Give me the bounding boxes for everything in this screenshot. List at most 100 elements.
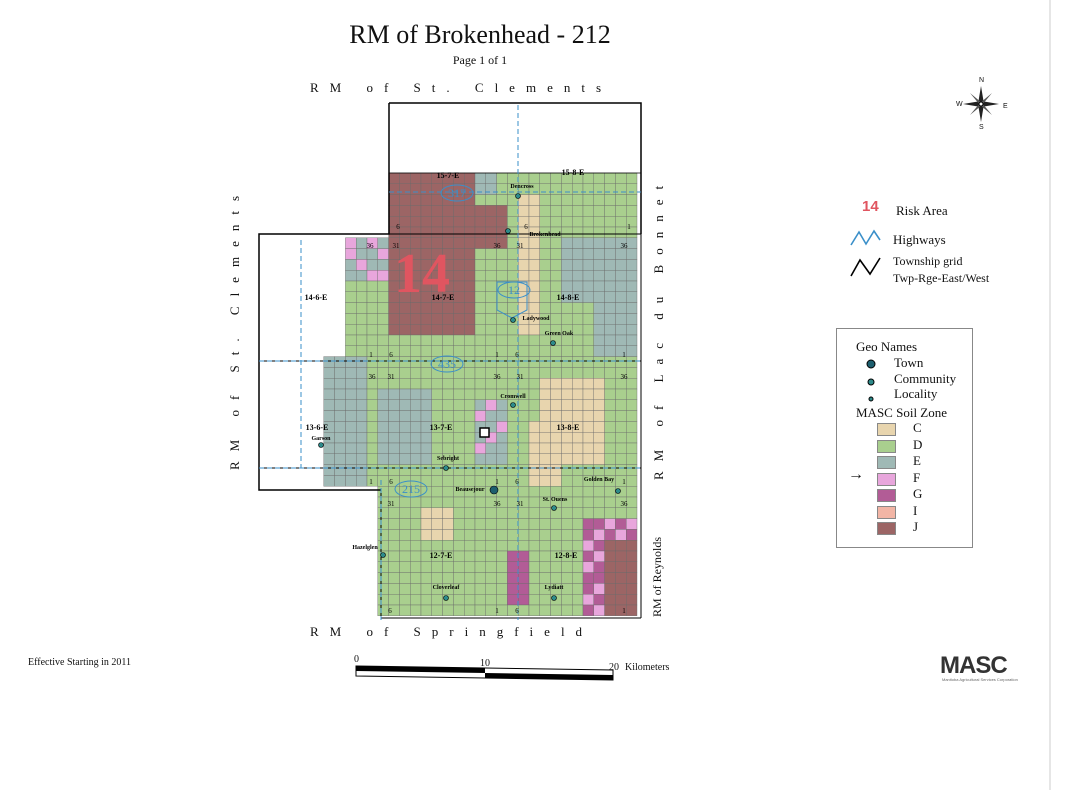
place-label: Dencross <box>510 184 534 190</box>
soil-cell <box>626 324 638 336</box>
soil-cell <box>474 302 487 314</box>
soil-cell <box>626 345 638 357</box>
section-number: 6 <box>524 223 528 231</box>
soil-cell <box>496 518 508 530</box>
soil-cell <box>528 172 541 185</box>
soil-cell <box>561 259 573 271</box>
soil-cell <box>474 604 487 617</box>
soil-cell <box>356 432 368 444</box>
section-number: 36 <box>621 242 629 250</box>
soil-cell <box>345 464 357 476</box>
soil-cell <box>539 486 551 498</box>
soil-cell <box>539 367 551 379</box>
square-marker <box>479 427 490 438</box>
soil-cell <box>550 464 562 476</box>
soil-cell <box>539 270 551 282</box>
soil-cell <box>528 464 541 476</box>
soil-zone-code: J <box>913 519 919 534</box>
soil-cell <box>345 259 357 271</box>
soil-cell <box>582 205 595 217</box>
soil-cell <box>399 215 411 228</box>
section-number: 31 <box>517 242 525 250</box>
soil-cell <box>582 324 595 336</box>
soil-cell <box>485 572 497 584</box>
soil-cell <box>431 205 443 217</box>
soil-cell <box>528 194 541 206</box>
soil-cell <box>334 453 346 465</box>
soil-cell <box>528 270 541 282</box>
soil-cell <box>518 442 530 455</box>
soil-cell <box>464 550 476 563</box>
highway-lines <box>259 105 641 620</box>
soil-cell <box>604 529 616 541</box>
scale-unit: Kilometers <box>625 662 670 673</box>
soil-cell <box>561 388 573 401</box>
soil-cell <box>582 464 595 476</box>
soil-cell <box>356 464 368 476</box>
soil-cell <box>582 453 595 465</box>
rm-outline <box>258 102 642 491</box>
masc-logo-subtitle: Manitoba Agricultural Services Corporati… <box>942 677 1018 682</box>
soil-cell <box>528 486 541 498</box>
soil-cell <box>420 215 433 228</box>
soil-cell <box>582 367 595 379</box>
soil-cell <box>442 540 454 552</box>
arrow-icon: → <box>848 466 864 483</box>
soil-cell <box>615 529 627 541</box>
soil-cell <box>442 518 454 530</box>
place-marker <box>318 442 324 448</box>
soil-cell <box>550 540 562 552</box>
soil-cell <box>593 302 605 314</box>
soil-cell <box>356 345 368 357</box>
soil-cell <box>485 205 497 217</box>
soil-cell <box>496 561 508 573</box>
soil-cell <box>474 399 487 411</box>
soil-cell <box>604 259 616 271</box>
place-label: Lydiatt <box>545 585 564 591</box>
soil-cell <box>464 280 476 293</box>
soil-cell <box>442 529 454 541</box>
place-label: Green Oak <box>545 331 574 337</box>
soil-cell <box>582 410 595 422</box>
soil-cell <box>582 507 595 519</box>
section-number: 36 <box>367 242 375 250</box>
soil-cell <box>615 421 627 433</box>
soil-cell <box>388 583 400 595</box>
soil-cell <box>626 561 638 573</box>
soil-cell <box>453 378 465 390</box>
soil-cell <box>388 529 400 541</box>
soil-cell <box>593 215 605 228</box>
soil-cell <box>431 475 443 487</box>
compass-e: E <box>1003 103 1008 110</box>
border-label-bottom: RM of Springfield <box>310 624 594 639</box>
soil-cell <box>345 432 357 444</box>
section-number: 1 <box>369 478 373 486</box>
soil-cell <box>582 550 595 563</box>
soil-cell <box>518 550 530 563</box>
soil-cell <box>377 345 389 357</box>
soil-cell <box>377 291 389 303</box>
soil-cell <box>388 561 400 573</box>
border-label-top: RM of St. Clements <box>310 80 613 95</box>
section-number: 31 <box>517 500 525 508</box>
soil-cell <box>453 334 465 347</box>
soil-cell <box>561 475 573 487</box>
soil-cell <box>388 432 400 444</box>
soil-cell <box>507 594 519 606</box>
soil-cell <box>485 594 497 606</box>
soil-cell <box>485 280 497 293</box>
place-marker <box>515 193 521 199</box>
soil-cell <box>420 529 433 541</box>
soil-zone-code: F <box>913 469 921 485</box>
soil-cell <box>464 496 476 509</box>
soil-cell <box>410 550 422 563</box>
soil-cell <box>485 183 497 195</box>
soil-cell <box>518 270 530 282</box>
soil-cell <box>507 410 519 422</box>
soil-cell <box>561 237 573 249</box>
soil-cell <box>561 356 573 368</box>
soil-cell <box>626 378 638 390</box>
soil-cell <box>377 594 389 606</box>
soil-cell <box>366 421 379 433</box>
soil-cell <box>582 529 595 541</box>
